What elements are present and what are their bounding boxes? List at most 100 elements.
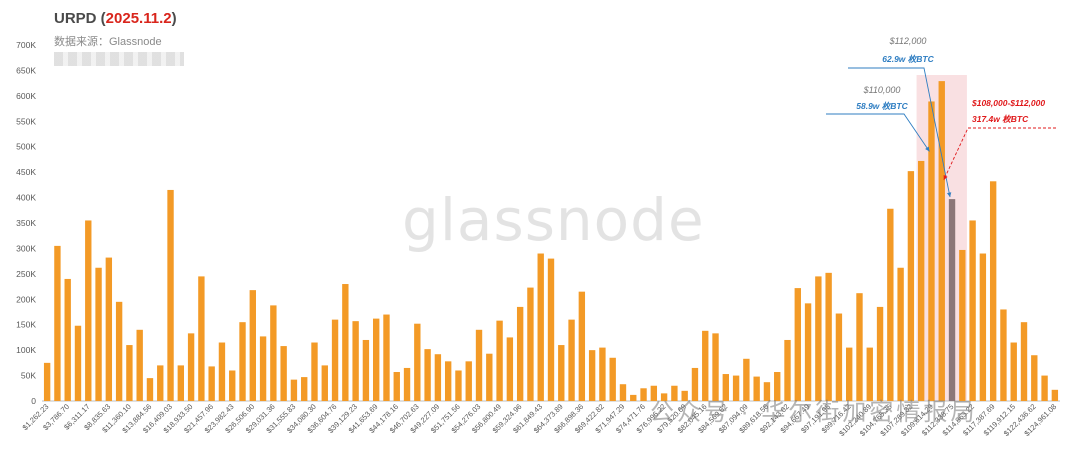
- y-tick-label: 450K: [16, 167, 36, 177]
- bar: [239, 322, 246, 401]
- bar: [537, 253, 544, 401]
- bar: [187, 333, 195, 401]
- bar: [660, 393, 668, 401]
- annotation-arrowhead: [943, 175, 948, 180]
- annotation-range: $108,000-$112,000: [971, 98, 1045, 108]
- bar: [270, 305, 277, 401]
- bar: [588, 350, 596, 401]
- bar: [547, 258, 555, 401]
- bar: [1000, 309, 1007, 401]
- bar: [527, 287, 534, 401]
- bar: [732, 375, 740, 401]
- bar: [887, 208, 894, 401]
- annotation-arrowhead: [925, 146, 930, 152]
- bar: [1031, 355, 1038, 401]
- bar: [794, 288, 801, 401]
- bar: [496, 320, 503, 401]
- bar: [979, 253, 987, 401]
- bar: [1010, 342, 1017, 401]
- bar: [465, 361, 472, 401]
- annotation-arrowhead: [947, 192, 952, 198]
- bar: [403, 367, 411, 401]
- bar: [989, 181, 997, 401]
- bar: [115, 301, 123, 401]
- bar: [414, 323, 421, 401]
- bar: [1020, 322, 1028, 401]
- bar: [280, 346, 287, 401]
- bar: [290, 379, 298, 401]
- bar: [815, 276, 822, 401]
- bar: [177, 365, 185, 401]
- y-tick-label: 700K: [16, 40, 36, 50]
- bar: [486, 353, 493, 401]
- bar: [259, 336, 267, 401]
- bar: [650, 385, 658, 401]
- bar: [301, 377, 308, 401]
- bar: [784, 339, 791, 401]
- y-tick-label: 0: [31, 396, 36, 406]
- bar: [1051, 389, 1059, 401]
- annotation-price: $112,000: [889, 36, 927, 46]
- bar: [424, 349, 431, 401]
- bar: [938, 81, 945, 401]
- bar: [198, 276, 205, 401]
- bar: [825, 272, 832, 401]
- bar: [712, 333, 719, 401]
- annotation-leader: [848, 67, 951, 198]
- bar: [362, 339, 370, 401]
- bar: [897, 267, 904, 401]
- bar: [444, 361, 452, 401]
- bar: [331, 319, 339, 401]
- bar: [373, 318, 380, 401]
- y-tick-label: 100K: [16, 345, 36, 355]
- bar: [74, 325, 82, 401]
- data-source: 数据来源：Glassnode: [54, 36, 162, 48]
- bar: [105, 257, 113, 401]
- bar: [43, 362, 51, 401]
- bar: [157, 365, 164, 401]
- bar: [578, 291, 586, 401]
- bar: [208, 366, 215, 401]
- bar: [722, 374, 729, 401]
- chart-header: URPD (2025.11.2) 数据来源：Glassnode: [54, 10, 177, 49]
- bar: [876, 306, 884, 401]
- wechat-watermark: 公众号 · 华尔街加密情报局: [650, 399, 978, 426]
- bar: [774, 372, 781, 401]
- y-tick-label: 50K: [21, 371, 36, 381]
- bar: [1041, 375, 1048, 401]
- bar: [568, 319, 575, 401]
- bar: [218, 342, 226, 401]
- bar: [763, 382, 771, 401]
- y-tick-label: 500K: [16, 142, 36, 152]
- bar: [753, 376, 760, 401]
- bar: [506, 337, 514, 401]
- y-tick-label: 250K: [16, 269, 36, 279]
- y-tick-label: 150K: [16, 320, 36, 330]
- bar: [928, 101, 935, 402]
- bar: [311, 342, 318, 401]
- bar: [455, 370, 462, 401]
- bar: [835, 313, 843, 401]
- annotation-leader: [943, 127, 1056, 181]
- bar: [167, 189, 174, 401]
- bar: [846, 347, 853, 401]
- blurred-text: [54, 52, 184, 66]
- bar: [393, 372, 400, 401]
- bar: [609, 357, 616, 401]
- title-date: 2025.11.2: [105, 10, 172, 27]
- y-tick-label: 600K: [16, 91, 36, 101]
- bar: [64, 278, 71, 401]
- bar: [126, 345, 133, 401]
- bar: [383, 314, 390, 401]
- bar: [95, 267, 102, 401]
- bar: [969, 220, 976, 401]
- glassnode-watermark: glassnode: [402, 186, 705, 254]
- bar: [342, 284, 349, 401]
- y-tick-label: 650K: [16, 65, 36, 75]
- bar: [917, 160, 925, 401]
- bar: [558, 345, 565, 401]
- bar: [516, 306, 524, 401]
- bar: [475, 329, 483, 401]
- bar: [804, 303, 812, 401]
